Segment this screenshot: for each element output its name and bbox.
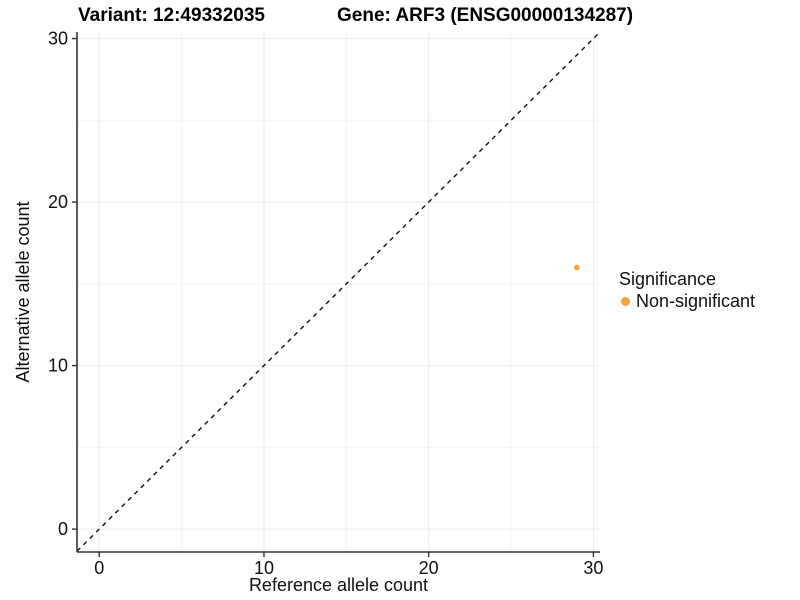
x-tick-label: 30 (583, 558, 603, 578)
legend-entries: Non-significant (619, 290, 755, 312)
legend-entry-label: Non-significant (636, 290, 756, 311)
legend: Significance Non-significant (619, 268, 755, 312)
data-points (574, 264, 580, 271)
x-tick-label: 0 (94, 558, 104, 578)
gridlines-major (77, 32, 600, 552)
legend-title: Significance (619, 269, 717, 289)
legend-entry: Non-significant (619, 290, 755, 312)
x-tick-label: 10 (254, 558, 274, 578)
plot-title-variant: Variant: 12:49332035 (78, 5, 265, 26)
legend-point-icon (621, 296, 630, 306)
gridlines-minor (77, 32, 600, 552)
plot-title-gene: Gene: ARF3 (ENSG00000134287) (337, 5, 634, 26)
axis-ticks: 0 10 20 30 0 10 20 30 (48, 29, 603, 578)
y-axis-title: Alternative allele count (13, 201, 33, 383)
data-point (574, 264, 580, 271)
y-tick-label: 20 (48, 192, 68, 212)
y-tick-label: 10 (48, 356, 68, 376)
x-tick-label: 20 (419, 558, 439, 578)
x-axis-title: Reference allele count (248, 575, 429, 595)
y-tick-label: 30 (48, 29, 68, 49)
identity-dashed-line (76, 31, 601, 552)
y-tick-label: 0 (58, 519, 68, 539)
